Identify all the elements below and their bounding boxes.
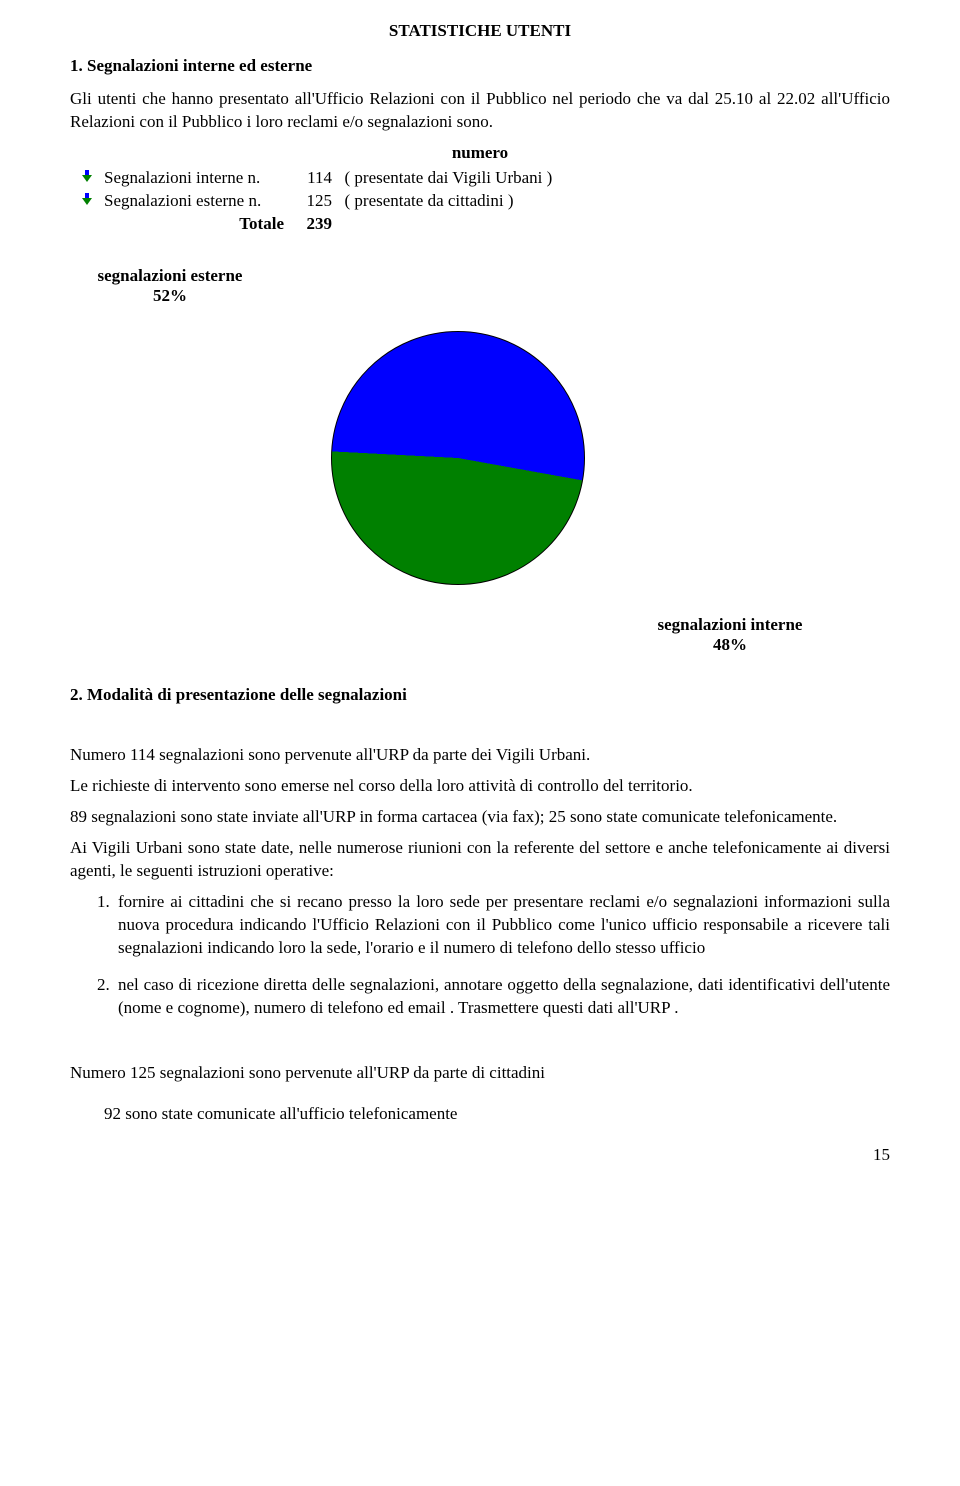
section1-intro: Gli utenti che hanno presentato all'Uffi…	[70, 88, 890, 134]
pie-label-interne: segnalazioni interne 48%	[630, 615, 830, 656]
row-desc: ( presentate da cittadini )	[336, 190, 890, 213]
row-value: 125	[294, 190, 336, 213]
section2-p1: Numero 114 segnalazioni sono pervenute a…	[70, 744, 890, 767]
list-item: Segnalazioni interne n. 114 ( presentate…	[70, 167, 890, 190]
pie-graphic	[331, 331, 585, 585]
section2-p4: Ai Vigili Urbani sono state date, nelle …	[70, 837, 890, 883]
page-title: STATISTICHE UTENTI	[70, 20, 890, 43]
total-row: Totale 239	[70, 213, 890, 236]
total-label: Totale	[104, 213, 294, 236]
row-label: Segnalazioni interne n.	[104, 167, 294, 190]
arrow-down-icon	[81, 193, 93, 205]
section2-p3: 89 segnalazioni sono state inviate all'U…	[70, 806, 890, 829]
page-number: 15	[70, 1144, 890, 1167]
row-desc: ( presentate dai Vigili Urbani )	[336, 167, 890, 190]
section2-heading: 2. Modalità di presentazione delle segna…	[70, 684, 890, 707]
row-value: 114	[294, 167, 336, 190]
total-value: 239	[294, 213, 336, 236]
list-item: Segnalazioni esterne n. 125 ( presentate…	[70, 190, 890, 213]
pie-chart: segnalazioni esterne 52% segnalazioni in…	[70, 266, 890, 656]
list-item: fornire ai cittadini che si recano press…	[114, 891, 890, 960]
section1-heading: 1. Segnalazioni interne ed esterne	[70, 55, 890, 78]
arrow-down-icon	[81, 170, 93, 182]
row-label: Segnalazioni esterne n.	[104, 190, 294, 213]
stats-list: Segnalazioni interne n. 114 ( presentate…	[70, 167, 890, 236]
numero-label: numero	[70, 142, 890, 165]
list-item: nel caso di ricezione diretta delle segn…	[114, 974, 890, 1020]
section2-p5: Numero 125 segnalazioni sono pervenute a…	[70, 1062, 890, 1085]
instructions-list: fornire ai cittadini che si recano press…	[70, 891, 890, 1020]
pie-label-esterne: segnalazioni esterne 52%	[70, 266, 270, 307]
section2-p2: Le richieste di intervento sono emerse n…	[70, 775, 890, 798]
section2-p6: 92 sono state comunicate all'ufficio tel…	[70, 1103, 890, 1126]
